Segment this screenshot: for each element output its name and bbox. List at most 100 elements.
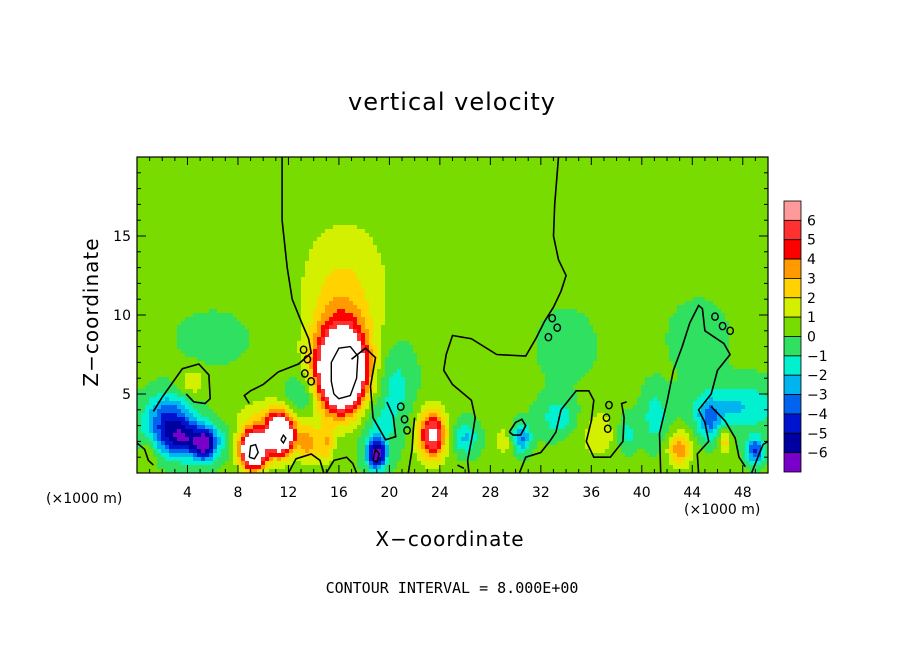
heatmap-cell <box>561 245 566 250</box>
heatmap-cell <box>757 241 762 246</box>
heatmap-cell <box>241 233 246 238</box>
heatmap-cell <box>593 221 598 226</box>
heatmap-cell <box>401 201 406 206</box>
heatmap-cell <box>229 213 234 218</box>
heatmap-cell <box>441 273 446 278</box>
heatmap-cell <box>609 201 614 206</box>
heatmap-cell <box>269 277 274 282</box>
heatmap-cell <box>577 221 582 226</box>
heatmap-cell <box>329 177 334 182</box>
heatmap-cell <box>469 209 474 214</box>
heatmap-cell <box>357 273 362 278</box>
heatmap-cell <box>165 165 170 170</box>
heatmap-cell <box>421 165 426 170</box>
heatmap-cell <box>333 157 338 162</box>
heatmap-cell <box>529 225 534 230</box>
heatmap-cell <box>149 249 154 254</box>
heatmap-cell <box>353 165 358 170</box>
heatmap-cell <box>665 173 670 178</box>
heatmap-cell <box>633 165 638 170</box>
heatmap-cell <box>181 197 186 202</box>
heatmap-cell <box>505 221 510 226</box>
heatmap-cell <box>749 217 754 222</box>
heatmap-cell <box>501 193 506 198</box>
heatmap-cell <box>509 197 514 202</box>
heatmap-cell <box>373 209 378 214</box>
heatmap-cell <box>257 157 262 162</box>
heatmap-cell <box>653 257 658 262</box>
heatmap-cell <box>693 189 698 194</box>
heatmap-cell <box>237 209 242 214</box>
heatmap-cell <box>361 253 366 258</box>
heatmap-cell <box>629 253 634 258</box>
heatmap-cell <box>345 213 350 218</box>
heatmap-cell <box>285 189 290 194</box>
heatmap-cell <box>741 257 746 262</box>
heatmap-cell <box>317 205 322 210</box>
heatmap-cell <box>141 237 146 242</box>
heatmap-cell <box>705 161 710 166</box>
heatmap-cell <box>177 245 182 250</box>
heatmap-cell <box>605 181 610 186</box>
heatmap-cell <box>753 189 758 194</box>
heatmap-cell <box>269 217 274 222</box>
heatmap-cell <box>761 261 766 266</box>
heatmap-cell <box>733 157 738 162</box>
heatmap-cell <box>265 205 270 210</box>
heatmap-cell <box>417 249 422 254</box>
heatmap-cell <box>501 269 506 274</box>
heatmap-cell <box>485 249 490 254</box>
heatmap-cell <box>161 165 166 170</box>
heatmap-cell <box>305 201 310 206</box>
heatmap-cell <box>701 177 706 182</box>
heatmap-cell <box>305 253 310 258</box>
heatmap-cell <box>313 209 318 214</box>
heatmap-cell <box>753 241 758 246</box>
heatmap-cell <box>741 201 746 206</box>
heatmap-cell <box>517 265 522 270</box>
heatmap-cell <box>569 257 574 262</box>
heatmap-cell <box>373 257 378 262</box>
heatmap-cell <box>721 221 726 226</box>
heatmap-cell <box>465 261 470 266</box>
heatmap-cell <box>177 281 182 286</box>
heatmap-cell <box>529 197 534 202</box>
heatmap-cell <box>685 265 690 270</box>
heatmap-cell <box>473 273 478 278</box>
heatmap-cell <box>345 189 350 194</box>
heatmap-cell <box>193 173 198 178</box>
heatmap-cell <box>229 273 234 278</box>
heatmap-cell <box>429 165 434 170</box>
heatmap-cell <box>533 281 538 286</box>
heatmap-cell <box>433 201 438 206</box>
heatmap-cell <box>645 205 650 210</box>
heatmap-cell <box>465 257 470 262</box>
heatmap-cell <box>357 201 362 206</box>
heatmap-cell <box>721 225 726 230</box>
heatmap-cell <box>661 193 666 198</box>
heatmap-cell <box>733 261 738 266</box>
heatmap-cell <box>521 237 526 242</box>
heatmap-cell <box>177 237 182 242</box>
heatmap-cell <box>717 265 722 270</box>
heatmap-cell <box>337 245 342 250</box>
heatmap-cell <box>749 181 754 186</box>
heatmap-cell <box>333 209 338 214</box>
heatmap-cell <box>205 281 210 286</box>
heatmap-cell <box>645 161 650 166</box>
heatmap-cell <box>161 281 166 286</box>
heatmap-cell <box>589 225 594 230</box>
heatmap-cell <box>201 217 206 222</box>
heatmap-cell <box>429 185 434 190</box>
heatmap-cell <box>661 269 666 274</box>
heatmap-cell <box>449 213 454 218</box>
heatmap-cell <box>393 257 398 262</box>
heatmap-cell <box>633 249 638 254</box>
heatmap-cell <box>329 165 334 170</box>
heatmap-cell <box>409 189 414 194</box>
heatmap-cell <box>177 261 182 266</box>
heatmap-cell <box>273 229 278 234</box>
heatmap-cell <box>261 197 266 202</box>
heatmap-cell <box>689 253 694 258</box>
heatmap-cell <box>265 185 270 190</box>
